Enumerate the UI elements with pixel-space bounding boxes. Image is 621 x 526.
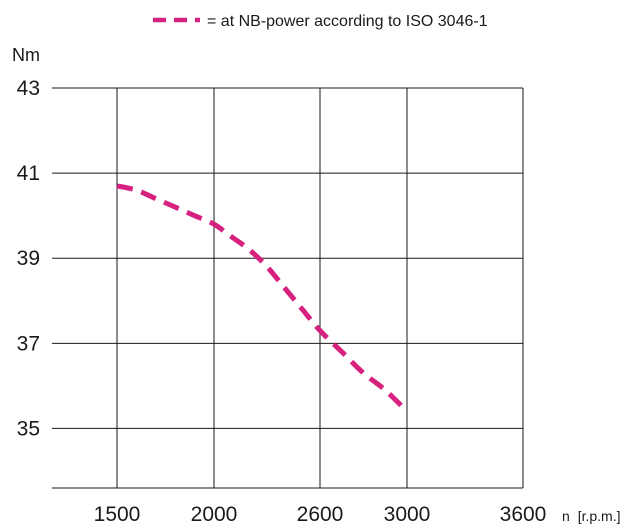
x-tick-label-3600: 3600 (500, 503, 547, 526)
grid (52, 87, 524, 489)
legend-label: = at NB-power according to ISO 3046-1 (207, 13, 488, 30)
x-tick-labels: 1500 2000 2600 3000 3600 (94, 503, 547, 526)
y-tick-label-43: 43 (17, 77, 40, 100)
x-axis-label: n [r.p.m.] (562, 508, 620, 524)
x-axis-unit: [r.p.m.] (578, 508, 621, 524)
series-line-0 (116, 183, 409, 414)
x-tick-label-2600: 2600 (297, 503, 344, 526)
series-layer (116, 183, 409, 414)
x-tick-label-3000: 3000 (384, 503, 431, 526)
y-tick-labels: 35 37 39 41 43 (17, 77, 40, 440)
y-axis-label: Nm (12, 45, 40, 65)
x-tick-label-2000: 2000 (191, 503, 238, 526)
y-tick-label-35: 35 (17, 417, 40, 440)
x-axis-symbol: n (562, 508, 570, 524)
y-tick-label-37: 37 (17, 332, 40, 355)
x-tick-label-1500: 1500 (94, 503, 141, 526)
legend: = at NB-power according to ISO 3046-1 (153, 13, 488, 30)
y-tick-label-41: 41 (17, 162, 40, 185)
x-axis-label-group: n [r.p.m.] (562, 508, 620, 524)
y-tick-label-39: 39 (17, 247, 40, 270)
